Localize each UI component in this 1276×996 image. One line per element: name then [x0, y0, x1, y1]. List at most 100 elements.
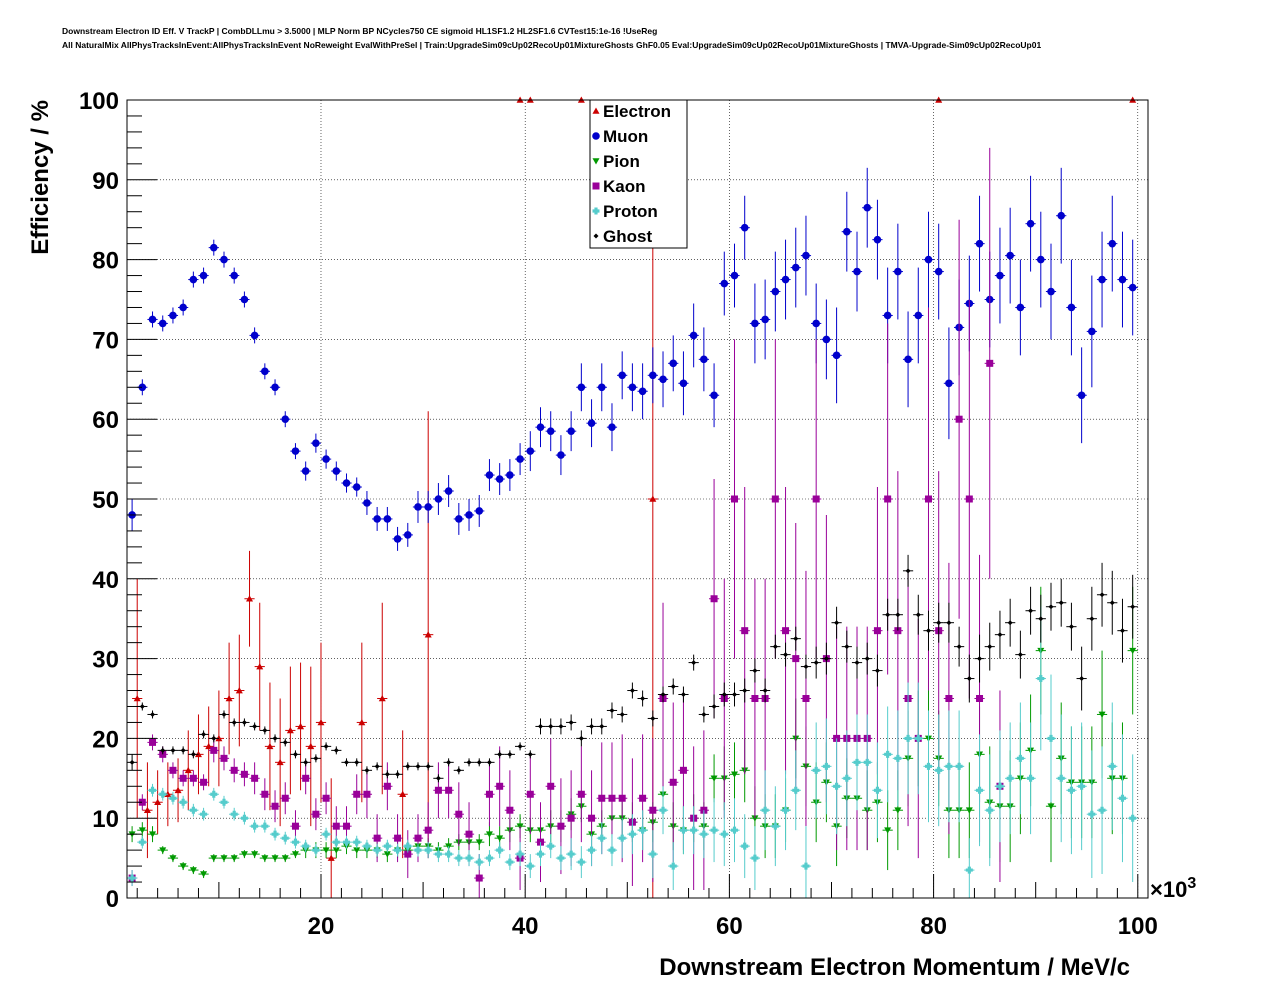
data-point-proton — [443, 846, 454, 863]
marker — [251, 822, 259, 830]
marker — [741, 627, 749, 635]
data-point-muon — [719, 251, 730, 316]
data-point-muon — [994, 227, 1006, 324]
marker — [659, 806, 667, 814]
data-point-ghost — [586, 718, 597, 735]
marker — [762, 688, 768, 694]
data-point-ghost — [678, 686, 689, 703]
marker — [261, 855, 269, 862]
marker — [608, 794, 616, 802]
data-point-ghost — [882, 598, 893, 631]
marker — [1026, 219, 1035, 228]
marker — [700, 830, 708, 838]
data-point-muon — [892, 223, 903, 320]
x-tick-label: 100 — [1118, 913, 1158, 940]
marker — [434, 850, 442, 858]
marker — [383, 842, 391, 850]
data-point-muon — [443, 475, 454, 507]
marker — [138, 798, 146, 806]
data-point-muon — [433, 483, 444, 515]
marker — [220, 855, 228, 862]
marker — [272, 735, 278, 741]
marker — [987, 644, 993, 650]
data-point-muon — [331, 461, 342, 481]
marker — [884, 750, 892, 758]
data-point-muon — [239, 291, 250, 308]
data-point-proton — [1127, 754, 1138, 883]
marker — [557, 854, 565, 862]
marker — [169, 855, 177, 862]
marker — [597, 383, 606, 392]
legend-marker — [592, 207, 600, 215]
marker — [679, 826, 687, 834]
data-point-kaon — [300, 762, 311, 795]
marker — [935, 766, 943, 774]
marker — [516, 850, 524, 858]
marker — [322, 830, 330, 838]
marker — [211, 735, 217, 741]
data-point-ghost — [760, 678, 771, 703]
marker — [291, 838, 299, 846]
data-point-proton — [964, 838, 975, 898]
data-point-kaon — [249, 762, 260, 795]
data-point-electron — [275, 698, 286, 827]
marker — [517, 743, 523, 749]
data-point-ghost — [514, 742, 526, 751]
data-point-proton — [1076, 722, 1087, 851]
legend-label: Kaon — [603, 177, 646, 196]
marker — [975, 239, 984, 248]
marker — [587, 419, 596, 427]
data-point-ghost — [729, 682, 740, 707]
marker — [149, 738, 157, 746]
data-point-proton — [290, 835, 301, 849]
marker — [159, 790, 167, 798]
marker — [924, 762, 932, 770]
data-point-ghost — [1117, 598, 1128, 663]
marker — [1047, 287, 1055, 296]
marker — [169, 766, 177, 774]
data-point-proton — [474, 854, 485, 871]
marker — [854, 660, 860, 666]
marker — [210, 855, 218, 862]
data-point-muon — [678, 351, 689, 416]
marker — [200, 871, 208, 878]
data-point-proton — [831, 738, 842, 835]
marker — [313, 755, 319, 761]
data-point-proton — [137, 835, 148, 849]
marker — [495, 475, 504, 483]
marker — [751, 854, 759, 862]
marker — [803, 664, 809, 670]
marker — [649, 371, 657, 380]
data-point-proton — [280, 831, 291, 845]
data-point-muon — [514, 443, 526, 476]
marker — [332, 467, 341, 475]
data-point-muon — [596, 363, 607, 412]
marker — [832, 351, 841, 360]
marker — [405, 763, 411, 769]
data-point-electron — [264, 682, 276, 811]
data-point-ghost — [218, 710, 230, 719]
data-point-muon — [780, 239, 791, 320]
data-point-proton — [657, 786, 669, 835]
data-point-muon — [668, 335, 679, 392]
data-point-proton — [882, 706, 893, 803]
data-point-ghost — [1005, 598, 1016, 647]
marker — [689, 331, 698, 340]
data-point-kaon — [484, 762, 495, 827]
marker — [476, 759, 482, 765]
x-tick-label: 20 — [308, 913, 335, 940]
data-point-proton — [525, 854, 536, 879]
marker — [996, 271, 1004, 280]
marker — [139, 703, 145, 709]
data-point-kaon — [749, 578, 761, 819]
data-point-ghost — [964, 654, 975, 703]
marker — [782, 627, 790, 635]
data-point-muon — [208, 239, 219, 256]
marker — [1028, 608, 1034, 614]
marker — [793, 636, 799, 642]
marker — [403, 531, 412, 539]
data-point-proton — [198, 807, 209, 821]
marker — [466, 759, 472, 765]
data-point-ghost — [576, 730, 587, 747]
data-point-ghost — [188, 750, 199, 759]
